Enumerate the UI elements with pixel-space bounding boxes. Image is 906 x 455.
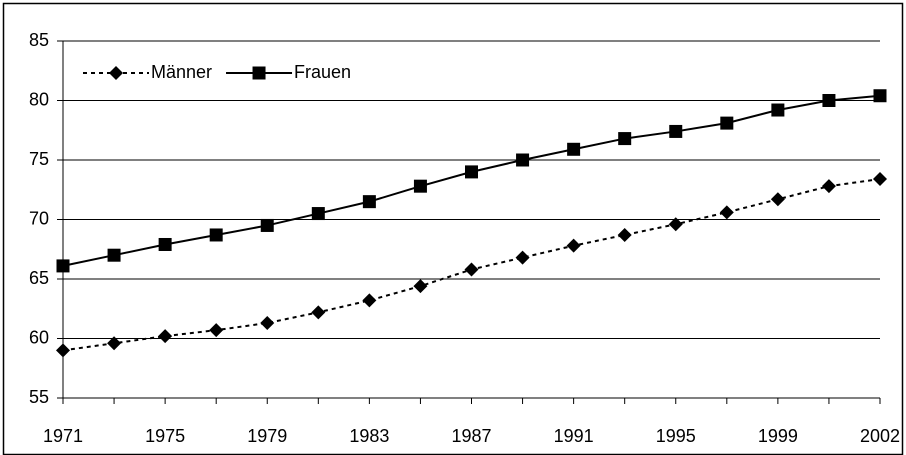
- marker: [311, 207, 325, 221]
- marker: [362, 195, 376, 209]
- marker: [465, 165, 478, 179]
- marker: [413, 179, 427, 193]
- marker: [107, 336, 122, 351]
- marker: [56, 259, 70, 273]
- marker: [260, 316, 275, 331]
- marker: [107, 248, 121, 262]
- legend-marker: [252, 66, 266, 80]
- marker: [413, 279, 428, 294]
- x-tick-label: 2002: [860, 426, 900, 446]
- marker: [209, 228, 223, 242]
- marker: [822, 94, 836, 107]
- marker: [873, 89, 887, 103]
- y-tick-label: 70: [29, 208, 49, 228]
- x-tick-label: 1983: [349, 426, 389, 446]
- marker: [771, 103, 785, 117]
- marker: [669, 124, 683, 138]
- legend-marker: [109, 66, 123, 80]
- x-tick-label: 1987: [451, 426, 491, 446]
- marker: [821, 179, 836, 194]
- marker: [56, 343, 70, 358]
- y-tick-label: 85: [29, 30, 49, 50]
- y-tick-label: 60: [29, 327, 49, 347]
- y-tick-label: 55: [29, 387, 49, 407]
- marker: [515, 250, 530, 265]
- marker: [668, 217, 683, 232]
- marker: [464, 262, 479, 277]
- marker: [720, 116, 734, 130]
- x-tick-label: 1995: [656, 426, 696, 446]
- marker: [618, 132, 632, 146]
- marker: [873, 172, 887, 187]
- y-tick-label: 80: [29, 89, 49, 109]
- x-tick-label: 1999: [758, 426, 798, 446]
- marker: [719, 205, 734, 220]
- x-tick-label: 1979: [247, 426, 287, 446]
- y-tick-label: 75: [29, 149, 49, 169]
- marker: [209, 323, 224, 338]
- marker: [567, 142, 581, 156]
- x-tick-label: 1971: [43, 426, 83, 446]
- marker: [516, 153, 530, 167]
- marker: [158, 329, 173, 344]
- x-tick-label: 1991: [554, 426, 594, 446]
- marker: [566, 238, 581, 253]
- y-tick-label: 65: [29, 268, 49, 288]
- marker: [362, 293, 377, 308]
- marker: [311, 305, 326, 320]
- marker: [158, 237, 172, 251]
- marker: [617, 227, 632, 242]
- marker: [770, 192, 785, 207]
- x-tick-label: 1975: [145, 426, 185, 446]
- marker: [260, 218, 274, 232]
- legend-label: Frauen: [294, 62, 351, 82]
- legend-label: Männer: [151, 62, 212, 82]
